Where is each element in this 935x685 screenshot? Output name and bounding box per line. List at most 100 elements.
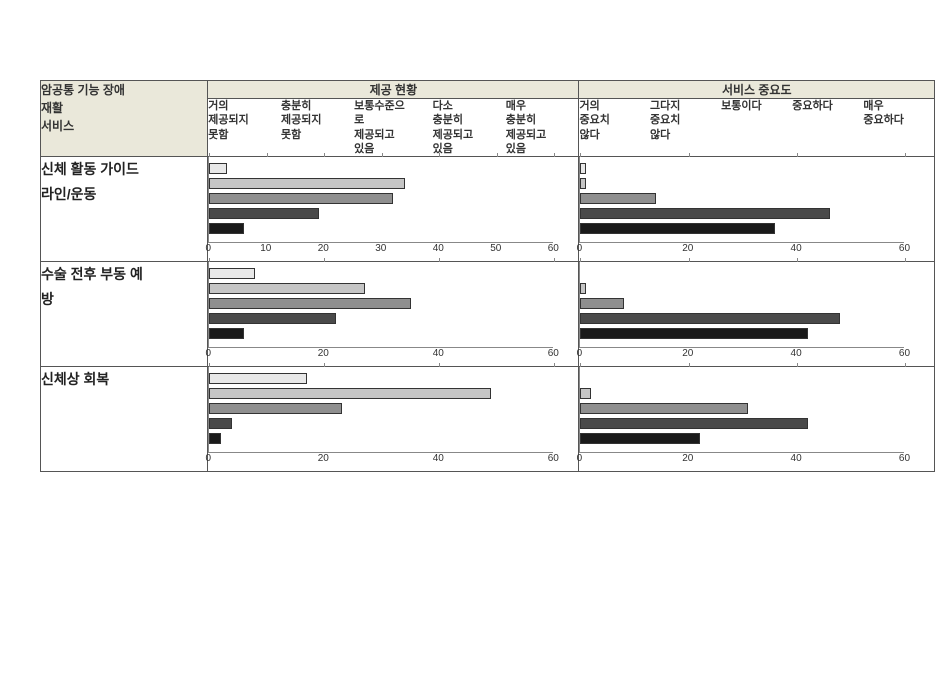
row-group-title: 암공통 기능 장애재활서비스: [41, 81, 208, 157]
importance-chart-cell: 0204060: [579, 157, 935, 262]
table-row: 신체상 회복02040600204060: [41, 367, 935, 472]
tick-mark: [209, 153, 210, 157]
tick-label: 60: [548, 243, 559, 254]
bars-area: [579, 367, 904, 453]
tick-mark: [554, 153, 555, 157]
bar-row: [580, 418, 904, 431]
bar-row: [580, 433, 904, 446]
bar-row: [209, 433, 553, 446]
bar: [209, 433, 221, 444]
bar: [209, 418, 232, 429]
provision-chart-cell: 0102030405060: [208, 157, 579, 262]
bars-area: [208, 262, 553, 348]
tick-label: 60: [899, 243, 910, 254]
bar: [580, 298, 623, 309]
bar: [209, 313, 336, 324]
bar: [209, 403, 341, 414]
tick-mark: [905, 258, 906, 262]
bar: [209, 163, 226, 174]
bar: [209, 388, 491, 399]
bars-area: [579, 157, 904, 243]
bar: [580, 388, 591, 399]
bar: [580, 313, 840, 324]
tick-label: 40: [791, 243, 802, 254]
tick-label: 20: [318, 348, 329, 359]
provision-sub-2: 보통수준으로제공되고있음: [354, 99, 432, 157]
bar-row: [209, 403, 553, 416]
bar-row: [580, 223, 904, 236]
provision-sub-4: 매우충분히제공되고있음: [506, 99, 579, 157]
tick-mark: [439, 258, 440, 262]
bar-row: [580, 388, 904, 401]
tick-label: 30: [375, 243, 386, 254]
table-row: 신체 활동 가이드라인/운동01020304050600204060: [41, 157, 935, 262]
table-body: 신체 활동 가이드라인/운동01020304050600204060수술 전후 …: [41, 157, 935, 472]
bar-row: [209, 268, 553, 281]
bar-row: [209, 163, 553, 176]
tick-mark: [324, 153, 325, 157]
col-provision-title: 제공 현황: [208, 81, 579, 99]
bar: [209, 208, 318, 219]
importance-chart-cell: 0204060: [579, 262, 935, 367]
tick-label: 0: [206, 243, 212, 254]
bar: [580, 418, 808, 429]
bar-row: [209, 388, 553, 401]
bar: [209, 178, 405, 189]
x-axis: 0204060: [579, 453, 904, 471]
x-axis: 0204060: [208, 348, 553, 366]
tick-label: 20: [682, 348, 693, 359]
bars-area: [208, 157, 553, 243]
bar-row: [580, 298, 904, 311]
tick-label: 60: [899, 348, 910, 359]
bar-chart: 0204060: [208, 262, 578, 366]
bar-row: [580, 193, 904, 206]
tick-label: 50: [490, 243, 501, 254]
bar-row: [209, 328, 553, 341]
importance-sub-1: 그다지중요치않다: [650, 99, 721, 157]
bar-row: [580, 163, 904, 176]
table-header: 암공통 기능 장애재활서비스 제공 현황 서비스 중요도 거의제공되지못함 충분…: [41, 81, 935, 157]
tick-mark: [439, 363, 440, 367]
tick-label: 0: [577, 243, 583, 254]
importance-chart-cell: 0204060: [579, 367, 935, 472]
bar: [209, 223, 244, 234]
tick-label: 10: [260, 243, 271, 254]
bar: [209, 193, 393, 204]
importance-sub-2: 보통이다: [721, 99, 792, 157]
tick-label: 60: [899, 453, 910, 464]
tick-label: 60: [548, 348, 559, 359]
bar: [580, 208, 829, 219]
bar-row: [580, 283, 904, 296]
tick-label: 20: [318, 453, 329, 464]
tick-label: 20: [682, 453, 693, 464]
bar-row: [580, 373, 904, 386]
x-axis: 0204060: [208, 453, 553, 471]
bar-row: [580, 208, 904, 221]
x-axis: 0204060: [579, 243, 904, 261]
bar-chart: 0204060: [579, 367, 934, 471]
tick-label: 0: [577, 348, 583, 359]
bar-row: [580, 268, 904, 281]
bar-row: [209, 283, 553, 296]
bar: [209, 328, 244, 339]
tick-mark: [797, 153, 798, 157]
importance-sub-3: 중요하다: [792, 99, 863, 157]
row-label: 신체 활동 가이드라인/운동: [41, 157, 208, 262]
tick-mark: [554, 258, 555, 262]
bar: [580, 433, 699, 444]
tick-mark: [209, 258, 210, 262]
x-axis: 0204060: [579, 348, 904, 366]
tick-mark: [905, 363, 906, 367]
bar: [209, 298, 410, 309]
tick-mark: [497, 153, 498, 157]
data-table: 암공통 기능 장애재활서비스 제공 현황 서비스 중요도 거의제공되지못함 충분…: [40, 80, 935, 472]
bar-row: [209, 208, 553, 221]
tick-mark: [267, 153, 268, 157]
provision-sub-0: 거의제공되지못함: [208, 99, 281, 157]
tick-label: 0: [206, 453, 212, 464]
provision-sub-3: 다소충분히제공되고있음: [433, 99, 506, 157]
bar-row: [209, 178, 553, 191]
tick-mark: [554, 363, 555, 367]
tick-mark: [689, 363, 690, 367]
bar: [580, 223, 775, 234]
